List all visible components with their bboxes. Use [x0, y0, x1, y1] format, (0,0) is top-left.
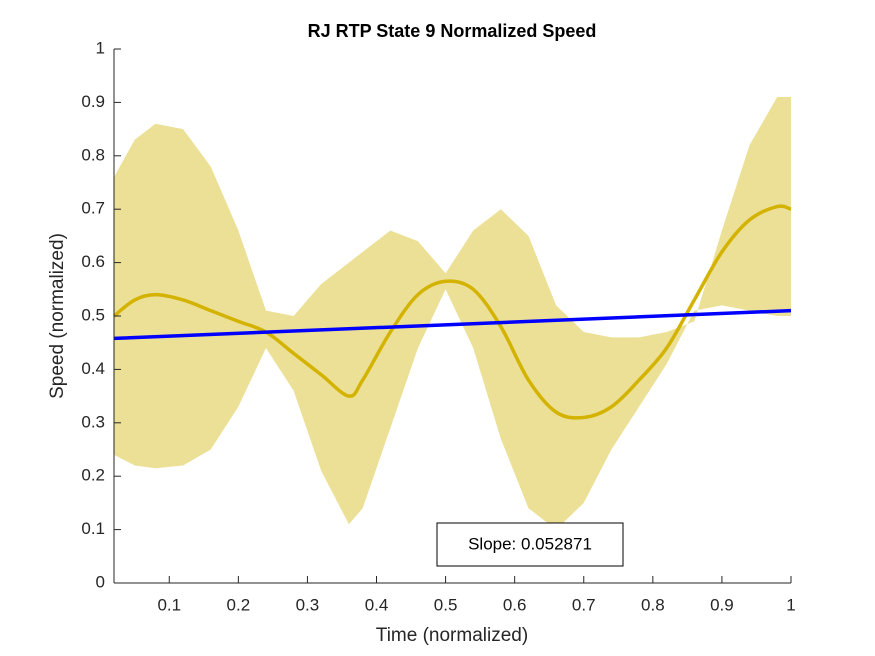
x-axis-label: Time (normalized) [376, 625, 528, 646]
y-tick-label: 0.7 [81, 199, 105, 218]
x-tick-label: 0.3 [296, 595, 320, 614]
y-axis-label: Speed (normalized) [47, 233, 68, 399]
x-tick-label: 0.7 [572, 595, 596, 614]
confidence-band [114, 97, 791, 530]
y-tick-label: 0.8 [81, 145, 105, 164]
y-tick-label: 0.2 [81, 466, 105, 485]
chart-title: RJ RTP State 9 Normalized Speed [308, 21, 597, 41]
y-tick-label: 0.3 [81, 412, 105, 431]
x-tick-label: 0.6 [503, 595, 527, 614]
x-tick-label: 1 [786, 595, 795, 614]
y-tick-label: 0.5 [81, 305, 105, 324]
annotation-box [436, 522, 624, 567]
x-tick-label: 0.5 [434, 595, 458, 614]
annotation: Slope: 0.052871 [468, 534, 592, 553]
y-tick-label: 0.4 [81, 359, 105, 378]
y-tick-label: 0.9 [81, 92, 105, 111]
y-tick-label: 0.6 [81, 252, 105, 271]
y-tick-label: 1 [96, 38, 105, 57]
y-tick-label: 0 [96, 572, 105, 591]
y-tick-label: 0.1 [81, 519, 105, 538]
x-tick-label: 0.4 [365, 595, 389, 614]
x-tick-label: 0.8 [641, 595, 665, 614]
x-tick-label: 0.1 [157, 595, 181, 614]
x-tick-label: 0.9 [710, 595, 734, 614]
x-tick-label: 0.2 [227, 595, 251, 614]
fit-line [113, 308, 792, 341]
